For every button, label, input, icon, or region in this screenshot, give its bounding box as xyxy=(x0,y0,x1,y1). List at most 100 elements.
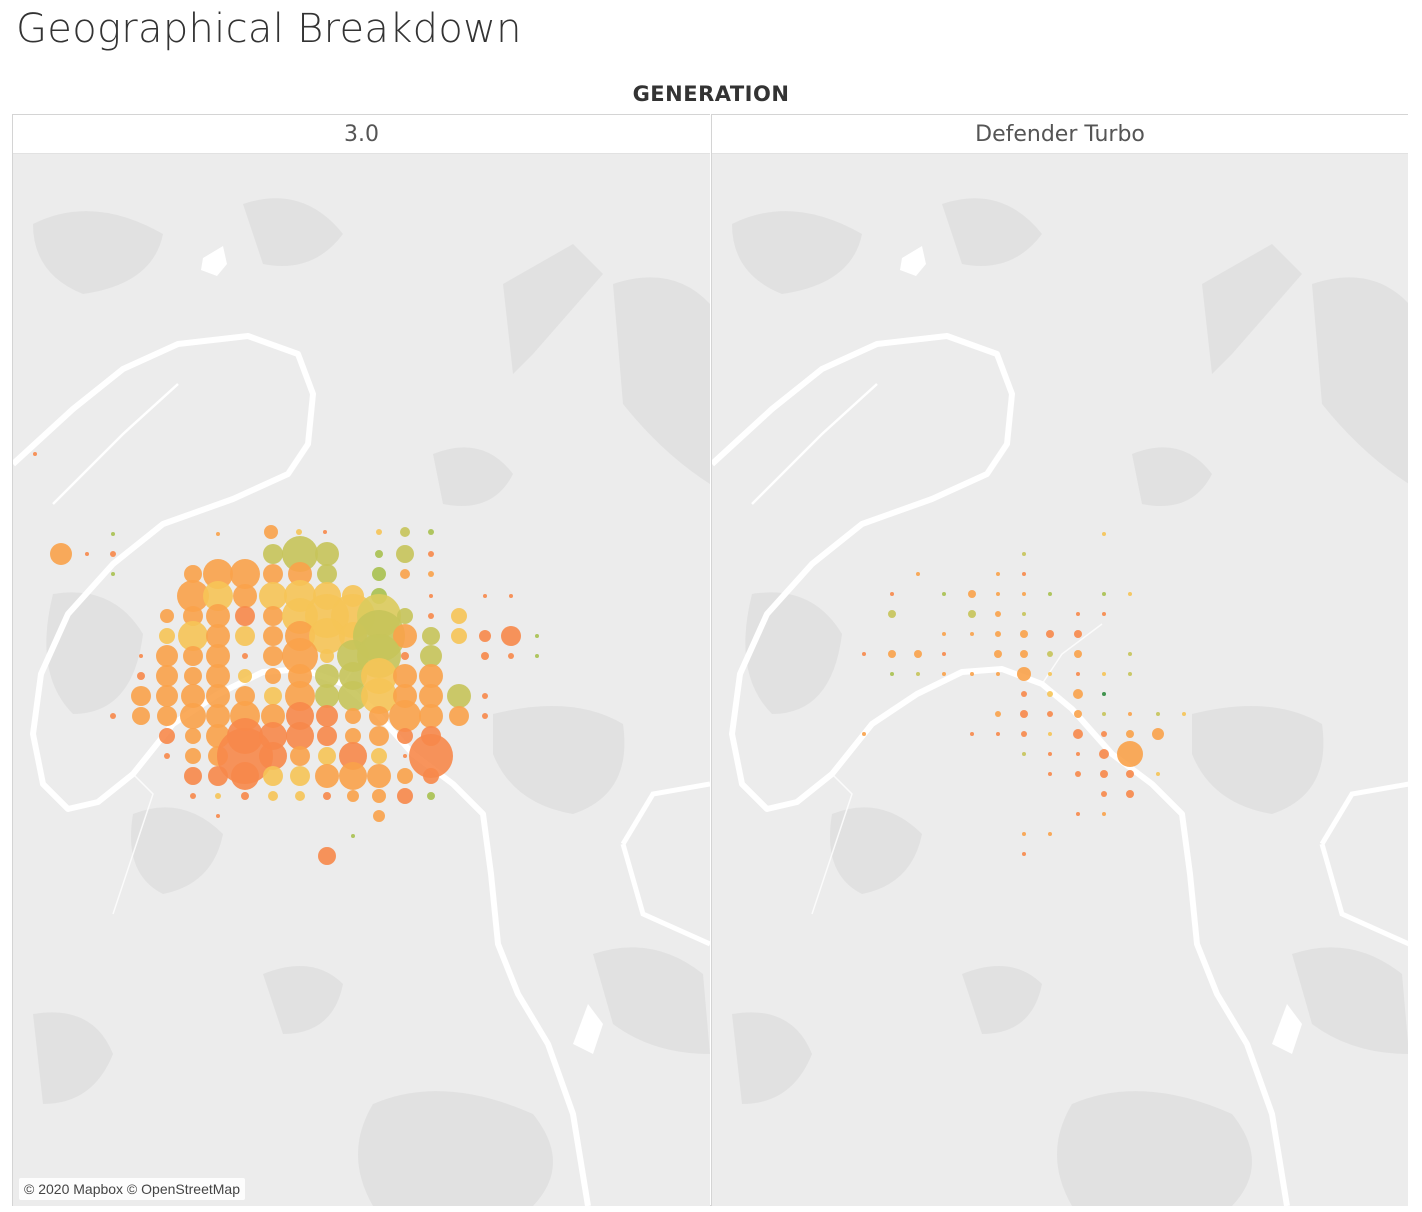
map-point[interactable] xyxy=(286,722,314,750)
map-point[interactable] xyxy=(317,564,337,584)
map-point[interactable] xyxy=(259,582,287,610)
map-point[interactable] xyxy=(862,652,866,656)
map-point[interactable] xyxy=(996,672,1000,676)
map-point[interactable] xyxy=(263,766,283,786)
map-point[interactable] xyxy=(159,628,175,644)
map-canvas[interactable] xyxy=(13,154,710,1206)
map-point[interactable] xyxy=(419,664,443,688)
map-point[interactable] xyxy=(185,748,201,764)
map-point[interactable] xyxy=(206,624,230,648)
map-point[interactable] xyxy=(942,652,946,656)
map-point[interactable] xyxy=(1101,791,1107,797)
map-point[interactable] xyxy=(1073,729,1083,739)
map-point[interactable] xyxy=(970,732,974,736)
map-point[interactable] xyxy=(1022,572,1026,576)
map-point[interactable] xyxy=(888,610,896,618)
map-point[interactable] xyxy=(235,626,255,646)
map-point[interactable] xyxy=(423,768,439,784)
map-point[interactable] xyxy=(995,611,1001,617)
map-point[interactable] xyxy=(1022,612,1026,616)
map-point[interactable] xyxy=(393,624,417,648)
map-point[interactable] xyxy=(1076,612,1080,616)
map-point[interactable] xyxy=(263,626,283,646)
map-point[interactable] xyxy=(216,532,220,536)
map-attribution[interactable]: © 2020 Mapbox © OpenStreetMap xyxy=(19,1178,245,1200)
map-point[interactable] xyxy=(206,684,230,708)
map-point[interactable] xyxy=(347,790,359,802)
map-point[interactable] xyxy=(268,791,278,801)
map-point[interactable] xyxy=(914,650,922,658)
map-point[interactable] xyxy=(206,704,230,728)
map-point[interactable] xyxy=(942,672,946,676)
map-point[interactable] xyxy=(1022,832,1026,836)
map-point[interactable] xyxy=(479,630,491,642)
map-point[interactable] xyxy=(369,726,389,746)
map-point[interactable] xyxy=(1046,630,1054,638)
map-point[interactable] xyxy=(156,665,178,687)
map-point[interactable] xyxy=(1048,672,1052,676)
map-point[interactable] xyxy=(180,703,206,729)
map-point[interactable] xyxy=(1102,692,1106,696)
map-point[interactable] xyxy=(1128,672,1132,676)
map-point[interactable] xyxy=(970,632,974,636)
map-point[interactable] xyxy=(373,810,385,822)
map-point[interactable] xyxy=(428,529,434,535)
map-point[interactable] xyxy=(110,551,116,557)
map-point[interactable] xyxy=(942,592,946,596)
map-point[interactable] xyxy=(376,529,382,535)
map-point[interactable] xyxy=(290,766,310,786)
map-point[interactable] xyxy=(449,706,469,726)
map-point[interactable] xyxy=(482,693,488,699)
map-point[interactable] xyxy=(235,686,255,706)
map-point[interactable] xyxy=(1047,711,1053,717)
map-point[interactable] xyxy=(241,792,249,800)
map-point[interactable] xyxy=(916,572,920,576)
map-point[interactable] xyxy=(1074,710,1082,718)
map-point[interactable] xyxy=(1100,770,1108,778)
map-point[interactable] xyxy=(315,684,339,708)
map-point[interactable] xyxy=(1102,532,1106,536)
map-point[interactable] xyxy=(389,700,421,732)
map-point[interactable] xyxy=(217,728,273,784)
map-defender-turbo[interactable] xyxy=(712,154,1408,1206)
map-point[interactable] xyxy=(185,728,201,744)
map-point[interactable] xyxy=(131,686,151,706)
map-point[interactable] xyxy=(361,678,397,714)
map-point[interactable] xyxy=(203,581,233,611)
map-point[interactable] xyxy=(1156,772,1160,776)
map-point[interactable] xyxy=(1128,652,1132,656)
map-point[interactable] xyxy=(1128,712,1132,716)
map-point[interactable] xyxy=(238,669,252,683)
map-point[interactable] xyxy=(371,748,387,764)
map-point[interactable] xyxy=(996,592,1000,596)
map-point[interactable] xyxy=(367,764,391,788)
map-point[interactable] xyxy=(235,606,255,626)
map-point[interactable] xyxy=(1022,592,1026,596)
map-point[interactable] xyxy=(1076,752,1080,756)
map-point[interactable] xyxy=(1021,731,1027,737)
map-point[interactable] xyxy=(282,536,318,572)
map-point[interactable] xyxy=(183,646,203,666)
map-point[interactable] xyxy=(1047,651,1053,657)
map-point[interactable] xyxy=(1074,650,1082,658)
map-point[interactable] xyxy=(501,626,521,646)
map-point[interactable] xyxy=(157,706,177,726)
map-point[interactable] xyxy=(397,788,413,804)
map-point[interactable] xyxy=(428,571,434,577)
map-point[interactable] xyxy=(156,645,178,667)
map-point[interactable] xyxy=(968,590,976,598)
map-point[interactable] xyxy=(206,644,230,668)
map-canvas[interactable] xyxy=(712,154,1408,1206)
map-point[interactable] xyxy=(290,746,310,766)
map-point[interactable] xyxy=(264,687,282,705)
map-point[interactable] xyxy=(429,594,433,598)
map-point[interactable] xyxy=(1020,710,1028,718)
map-point[interactable] xyxy=(296,529,302,535)
map-point[interactable] xyxy=(1048,732,1052,736)
map-point[interactable] xyxy=(1102,612,1106,616)
map-point[interactable] xyxy=(372,789,386,803)
map-point[interactable] xyxy=(242,653,248,659)
map-point[interactable] xyxy=(261,704,285,728)
map-point[interactable] xyxy=(137,672,145,680)
map-point[interactable] xyxy=(970,672,974,676)
